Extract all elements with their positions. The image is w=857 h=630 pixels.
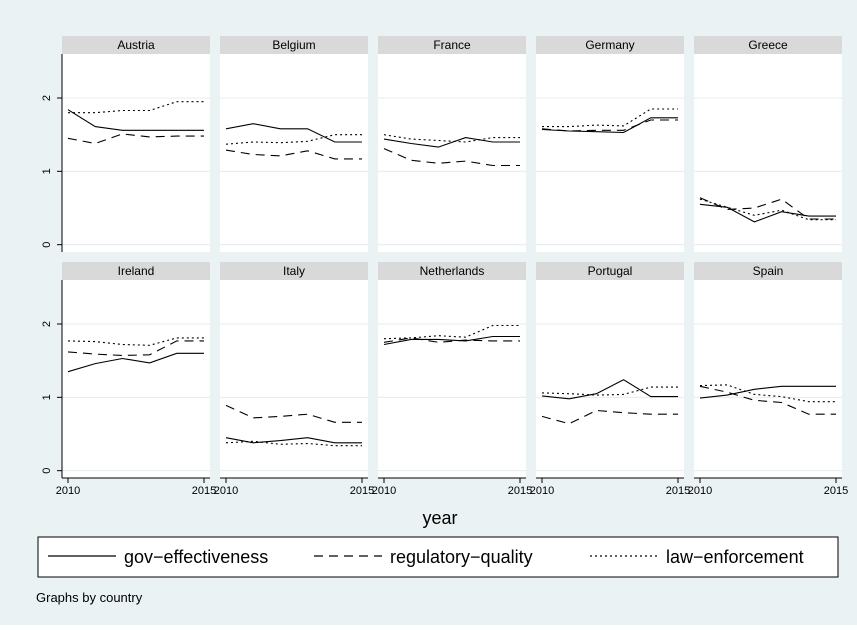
panel-title: Portugal (588, 264, 633, 278)
panel-title: Germany (585, 38, 634, 52)
series-gov-line (699, 385, 836, 399)
panel-strip (220, 36, 368, 54)
panel-strip (220, 262, 368, 280)
legend-law-label: law−enforcement (666, 547, 804, 567)
x-tick-label: 2010 (530, 485, 554, 497)
panel-strip (378, 262, 526, 280)
panel-portugal: Portugal 2010 2015 (530, 262, 690, 497)
series-reg-line (383, 337, 520, 343)
legend-gov-label: gov−effectiveness (124, 547, 268, 567)
series-reg-line (67, 340, 204, 357)
x-tick-label: 2010 (56, 485, 80, 497)
series-reg-line (541, 409, 678, 425)
plot-area (536, 54, 684, 252)
y-tick-label: 0 (41, 242, 53, 248)
y-tick-label: 0 (41, 468, 53, 474)
panel-title: France (433, 38, 471, 52)
series-law-line (699, 198, 836, 221)
plot-area (378, 54, 526, 252)
plot-area (62, 280, 210, 478)
series-gov-line (383, 335, 520, 346)
legend-box (37, 536, 839, 578)
series-reg-line (67, 133, 204, 145)
panel-greece: Greece (694, 36, 842, 252)
series-gov-line (541, 379, 678, 400)
panel-strip (536, 36, 684, 54)
series-gov-line (541, 117, 678, 134)
y-tick-label: 2 (41, 321, 53, 327)
plot-area (536, 280, 684, 478)
series-gov-line (67, 109, 204, 131)
x-tick-label: 2015 (824, 485, 848, 497)
plot-area (378, 280, 526, 478)
series-gov-line (225, 437, 362, 444)
x-tick-label: 2015 (666, 485, 690, 497)
panel-title: Austria (117, 38, 155, 52)
panel-title: Ireland (118, 264, 155, 278)
panel-ireland: Ireland 0 1 2 2010 2015 (41, 262, 216, 497)
series-reg-line (699, 385, 836, 415)
x-tick-label: 2010 (214, 485, 238, 497)
panel-strip (694, 262, 842, 280)
series-gov-line (383, 137, 520, 148)
panel-title: Netherlands (420, 264, 485, 278)
panel-spain: Spain 2010 2015 (688, 262, 848, 497)
plot-area (694, 54, 842, 252)
panel-netherlands: Netherlands 2010 2015 (372, 262, 532, 497)
series-gov-line (225, 123, 362, 143)
panel-title: Greece (748, 38, 788, 52)
panel-title: Spain (753, 264, 784, 278)
graphs-note: Graphs by country (36, 590, 143, 605)
panel-title: Italy (283, 264, 305, 278)
panel-strip (378, 36, 526, 54)
x-tick-label: 2010 (372, 485, 396, 497)
legend-reg-label: regulatory−quality (390, 547, 533, 567)
series-reg-line (225, 149, 362, 160)
panel-belgium: Belgium (220, 36, 368, 252)
panel-austria: Austria 0 1 2 (41, 36, 210, 252)
panel-strip (536, 262, 684, 280)
x-axis-title: year (422, 508, 457, 528)
x-tick-label: 2015 (350, 485, 374, 497)
panel-title: Belgium (272, 38, 315, 52)
series-law-line (699, 384, 836, 403)
series-gov-line (699, 203, 836, 223)
series-reg-line (699, 197, 836, 220)
panel-strip (62, 36, 210, 54)
plot-area (220, 280, 368, 478)
plot-area (62, 54, 210, 252)
legend: gov−effectiveness regulatory−quality law−e… (37, 536, 839, 578)
panel-strip (62, 262, 210, 280)
panel-germany: Germany (536, 36, 684, 252)
x-tick-label: 2015 (508, 485, 532, 497)
series-gov-line (67, 352, 204, 373)
y-tick-label: 2 (41, 95, 53, 101)
x-tick-label: 2010 (688, 485, 712, 497)
panel-france: France (378, 36, 526, 252)
y-tick-label: 1 (41, 168, 53, 174)
x-tick-label: 2015 (192, 485, 216, 497)
panel-strip (694, 36, 842, 54)
series-law-line (383, 324, 520, 340)
panel-italy: Italy 2010 2015 (214, 262, 374, 497)
y-tick-label: 1 (41, 394, 53, 400)
plot-area (694, 280, 842, 478)
